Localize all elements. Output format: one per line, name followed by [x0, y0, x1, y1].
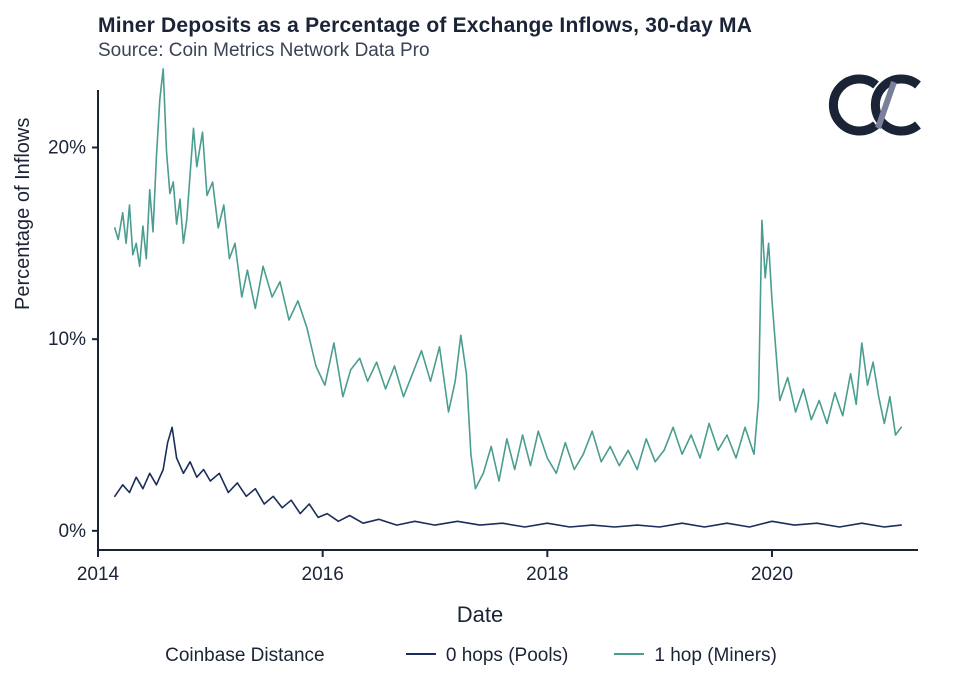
chart-subtitle: Source: Coin Metrics Network Data Pro	[98, 40, 752, 62]
legend-title: Coinbase Distance	[165, 645, 324, 666]
x-tick-label: 2014	[77, 564, 120, 585]
series-line	[115, 69, 901, 489]
title-block: Miner Deposits as a Percentage of Exchan…	[98, 14, 752, 62]
cm-logo	[814, 72, 924, 138]
chart-container: Miner Deposits as a Percentage of Exchan…	[0, 0, 960, 685]
y-axis-label: Percentage of Inflows	[12, 118, 35, 310]
legend-label: 1 hop (Miners)	[654, 645, 777, 666]
y-tick-label: 10%	[48, 329, 86, 350]
x-tick-label: 2020	[751, 564, 793, 585]
legend-swatch	[614, 653, 644, 655]
chart-title: Miner Deposits as a Percentage of Exchan…	[98, 14, 752, 38]
legend-label: 0 hops (Pools)	[446, 645, 569, 666]
x-axis-label: Date	[0, 602, 960, 628]
x-tick-label: 2018	[526, 564, 568, 585]
legend: Coinbase Distance 0 hops (Pools) 1 hop (M…	[0, 645, 960, 667]
y-tick-label: 0%	[59, 521, 87, 542]
x-tick-label: 2016	[302, 564, 344, 585]
legend-swatch	[406, 653, 436, 655]
y-tick-label: 20%	[48, 138, 86, 159]
